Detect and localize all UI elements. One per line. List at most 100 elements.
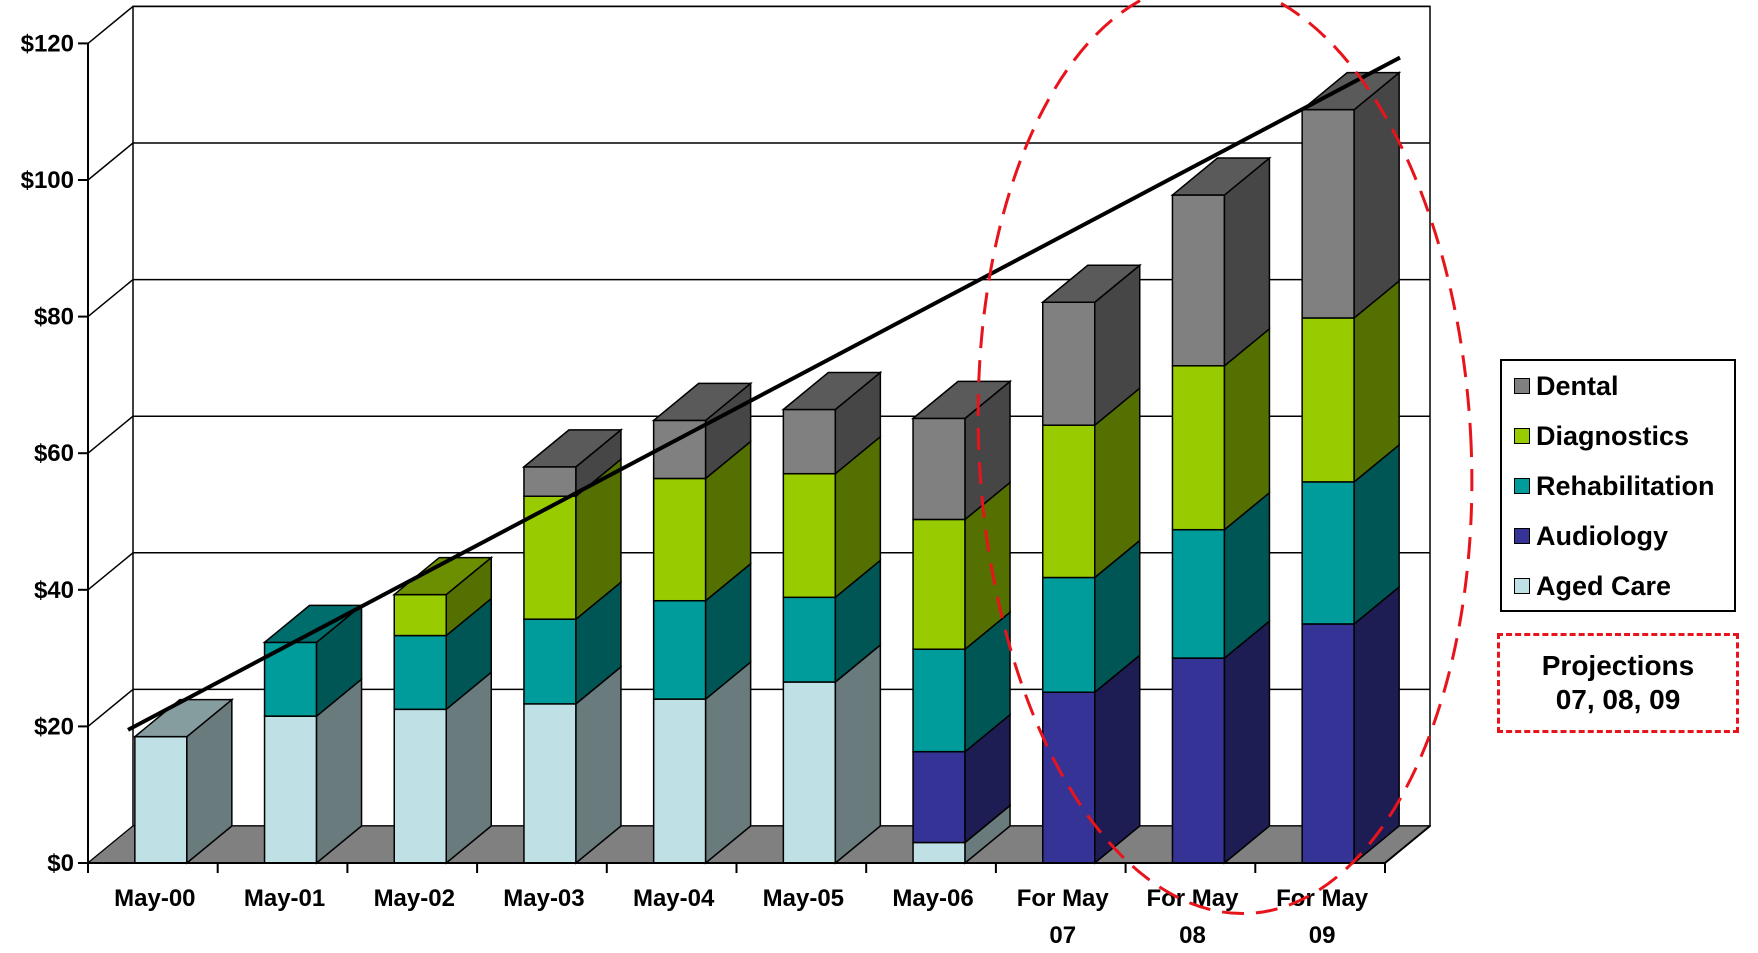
bar-front [912,648,966,753]
bar-front [1301,108,1355,319]
x-tick-label: May-06 [892,885,973,912]
y-tick-label: $120 [21,30,74,57]
x-tick-label: May-04 [633,885,715,912]
bar-top [1300,71,1402,111]
y-tick-label: $40 [34,577,74,604]
bar-front [1042,424,1096,579]
side-wall-line [87,552,134,591]
bar-segment [1171,619,1271,865]
bar-front [1301,317,1355,483]
bar-top [1170,157,1272,196]
bar-segment [1040,263,1142,427]
x-tick-label: For May 09 [1276,885,1369,949]
bar-side [1223,619,1271,865]
bar-segment [393,596,492,711]
bar-segment [781,370,883,476]
legend-item: Audiology [1514,521,1668,551]
bar-front [523,618,577,705]
bar-segment [1301,279,1400,484]
x-tick-label: For May 08 [1146,885,1239,949]
bar-front [912,417,966,521]
bar-segment [392,555,494,638]
bar-segment [1042,653,1141,865]
side-wall-line [87,415,134,454]
bar-segment [782,558,882,684]
y-tick-label: $100 [21,167,74,194]
bar-segment [652,439,752,603]
trendline-group [127,55,1401,732]
x-tick-label: May-01 [244,885,325,912]
bar-segment [1042,538,1141,694]
y-tick-label: $80 [34,304,74,331]
bar-front [393,593,447,637]
y-tick-label: $20 [34,713,74,740]
projections-line-1: Projections [1541,650,1695,681]
bar-segment [521,428,624,498]
legend-item: Diagnostics [1514,421,1689,451]
bar-front [782,408,837,475]
bar-top [781,371,883,411]
legend-swatch [1514,428,1530,444]
bar-front [1042,301,1096,426]
bar-front [652,477,707,602]
bar-front [782,681,837,864]
bar-side [1353,71,1400,320]
legend-item: Aged Care [1514,571,1671,601]
legend-swatch [1514,478,1530,494]
x-tick-label: May-05 [763,885,844,912]
bar-segment [1301,585,1400,865]
floor-edge [1384,825,1431,864]
bar-front [1171,194,1226,367]
projections-note: Projections 07, 08, 09 [1497,633,1739,733]
legend-label: Rehabilitation [1536,470,1715,501]
legend-item: Rehabilitation [1514,471,1715,501]
bar-segment [782,643,882,865]
bar-segment [1300,71,1402,320]
bar-front [523,466,577,497]
bar-front [393,708,447,864]
projection-ellipse [976,0,1474,916]
side-wall-line [87,5,134,44]
bar-top [521,429,624,468]
bar-segment [1171,327,1271,532]
bar-segment [652,660,752,865]
side-wall-line [87,688,134,727]
bar-front [652,698,707,864]
y-tick-labels: $0 $20 $40 $60 $80 $100 $120 [21,30,74,877]
bar-front [912,841,966,864]
trendline [127,55,1401,732]
bar-top [651,382,753,422]
legend-label: Audiology [1536,520,1668,551]
y-tick-label: $0 [47,850,74,877]
x-tick-labels: May-00 May-01 May-02 May-03 May-04 May-05 May-… [114,885,1369,949]
bar-front [782,472,837,599]
axes [78,42,1431,873]
bar-front [1171,657,1226,864]
x-tick-label: May-03 [503,885,584,912]
y-tick-label: $60 [34,440,74,467]
bar-front [134,735,188,864]
bar-segment [263,677,363,865]
bar-top [910,380,1013,420]
x-tick-label: May-00 [114,885,195,912]
side-wall-line [87,279,134,318]
legend-item: Dental [1514,371,1619,401]
x-tick-label: For May 07 [1017,885,1110,949]
projections-line-2: 07, 08, 09 [1555,684,1681,715]
bar-front [523,703,577,864]
bar-front [393,634,447,711]
legend-label: Aged Care [1536,570,1672,601]
bar-segment [523,665,622,865]
bar-segment [1301,443,1400,626]
bars [132,71,1402,865]
bar-top [392,556,494,596]
bar-front [1301,481,1355,625]
bar-segment [393,670,492,865]
legend: Dental Diagnostics Rehabilitation Audiology… [1500,359,1736,612]
legend-swatch [1514,528,1530,544]
bar-front [652,599,707,700]
bar-front [1301,623,1355,864]
bar-front [1042,576,1096,693]
bar-front [1042,691,1096,864]
